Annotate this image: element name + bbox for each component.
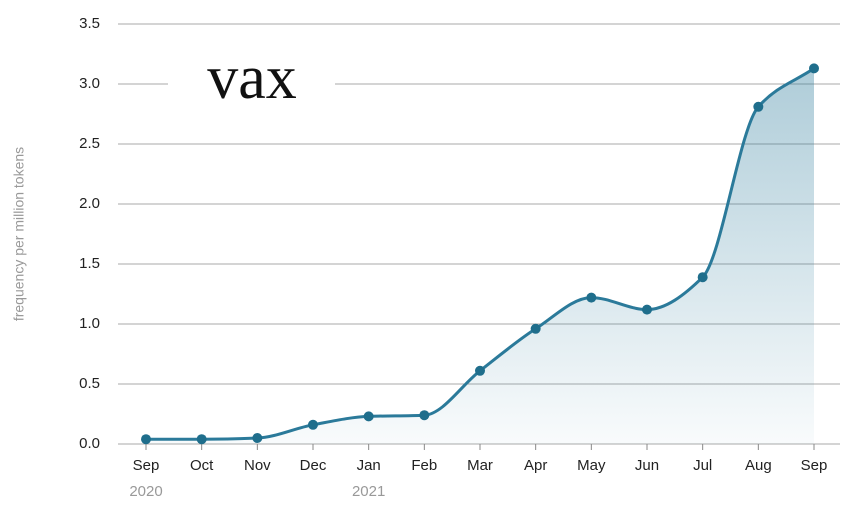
chart-title: vax [207, 44, 297, 112]
y-tick-label: 1.0 [79, 315, 100, 332]
point [642, 304, 652, 315]
x-tick-label: Oct [190, 457, 214, 474]
y-axis-label: frequency per million tokens [11, 147, 27, 321]
y-tick-label: 3.0 [79, 75, 100, 92]
x-tick-label: Dec [300, 457, 327, 474]
x-tick-label: Mar [467, 457, 493, 474]
x-tick-label: Apr [524, 457, 547, 474]
y-tick-label: 2.0 [79, 195, 100, 212]
x-tick-label: Jan [357, 457, 381, 474]
point [308, 419, 318, 430]
point [586, 292, 597, 303]
point [809, 63, 819, 74]
title-bg [168, 50, 335, 120]
x-tick-label: Jun [635, 457, 659, 474]
point [753, 101, 764, 112]
x-tick-label: May [577, 457, 606, 474]
point [196, 434, 207, 445]
x-tick-label: Nov [244, 457, 271, 474]
point [252, 433, 263, 443]
plot [141, 63, 819, 445]
point [419, 410, 430, 421]
x-tick-label: Feb [411, 457, 437, 474]
x-tick-label: Jul [693, 457, 712, 474]
point [475, 365, 485, 376]
point [697, 272, 708, 283]
y-tick-label: 1.5 [79, 255, 100, 272]
point [363, 411, 374, 422]
x-tick-label: Sep [801, 457, 828, 474]
y-tick-label: 3.5 [79, 15, 100, 32]
x-tick-label: Sep [133, 457, 160, 474]
year-label: 2021 [352, 483, 385, 500]
point [530, 323, 541, 334]
line [146, 67, 815, 441]
x-tick-label: Aug [745, 457, 772, 474]
point [141, 434, 151, 445]
area [146, 68, 814, 445]
year-label: 2020 [129, 483, 162, 500]
y-tick-label: 2.5 [79, 135, 100, 152]
y-tick-label: 0.0 [79, 435, 100, 452]
y-tick-label: 0.5 [79, 375, 100, 392]
